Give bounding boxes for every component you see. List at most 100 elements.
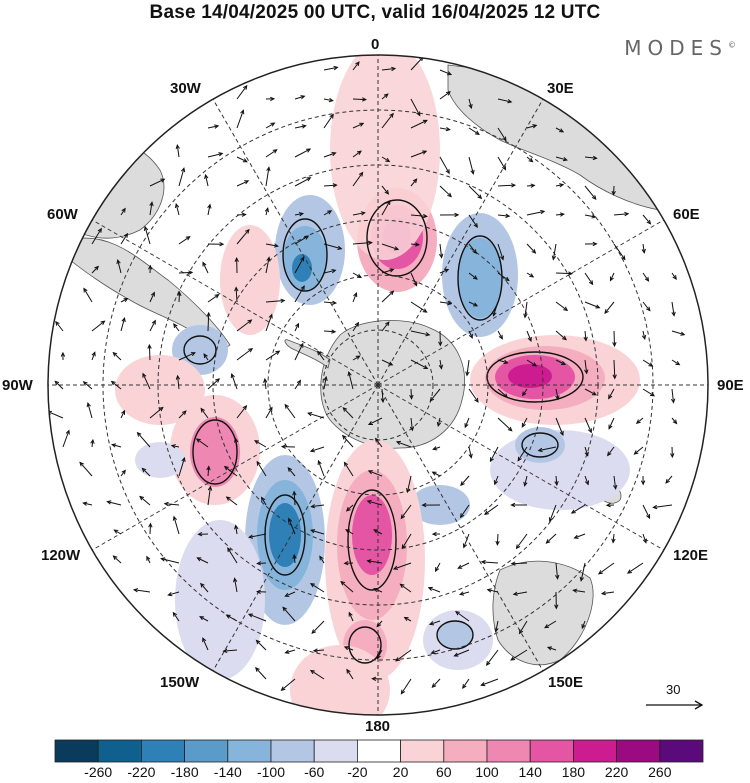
wind-vector [584,301,601,309]
wind-vector [439,91,451,100]
wind-vector [489,446,499,463]
contour [183,335,217,365]
lon-label-90w: 90W [2,377,33,394]
colorbar-ticks: -260 -220 -180 -140 -100 -60 -20 20 60 100 140 180 2… [0,764,750,783]
wind-vector [497,183,517,188]
wind-vector [652,504,673,510]
wind-vector [284,591,296,597]
wind-vector [468,243,477,255]
wind-vector [526,272,535,278]
antarctic-peninsula [284,339,331,369]
wind-vector [307,412,325,419]
colorbar-tick-label: 180 [561,764,586,780]
wind-vector [233,437,239,448]
wind-vector [236,156,248,163]
lon-label-60e: 60E [673,206,700,223]
wind-vector [82,501,93,506]
meridian-line [91,384,379,551]
wind-vector [309,669,325,680]
wind-vector [79,461,93,477]
graticule [48,55,708,715]
wind-vector [480,678,499,687]
wind-vector [480,559,499,565]
wind-vector [287,467,296,477]
wind-vector [202,261,209,274]
wind-vector [163,501,180,507]
wind-vector [523,475,528,487]
wind-vector [526,359,538,367]
wind-vector [116,258,122,274]
wind-vector [555,183,565,188]
wind-vector [410,330,431,337]
wind-vector [91,351,96,361]
wind-vector [200,582,209,593]
wind-vector [605,502,615,508]
wind-vector [436,417,442,428]
wind-vector [141,467,151,477]
wind-vector [312,648,325,653]
wind-vector [421,502,441,508]
wind-vector [439,300,453,306]
wind-vector [120,298,129,303]
wind-vector [526,209,546,216]
wind-vector [600,591,615,596]
wind-vector [572,588,586,593]
wind-vector [410,98,421,117]
wind-vector [234,524,239,535]
wind-vector [139,495,151,506]
reference-arrow-icon [646,700,704,710]
wind-vector [288,517,296,535]
wind-vector [294,342,304,361]
meridian-line [212,98,379,386]
latitude-circle [267,274,489,496]
wind-vector [548,504,557,523]
wind-vector [280,678,296,691]
wind-vector [199,616,209,622]
wind-vector [468,214,478,229]
wind-vector [597,562,615,575]
wind-vector [434,562,441,573]
wind-vector [236,228,250,245]
colorbar-swatch [141,739,186,763]
wind-vector [167,591,180,597]
wind-vector [607,446,615,457]
meridian-line [377,384,544,672]
anomaly-negative-30w-center [292,254,312,282]
wind-vector [317,459,325,477]
wind-vector [195,438,209,448]
map-title: Base 14/04/2025 00 UTC, valid 16/04/2025… [149,2,601,23]
wind-vector [207,485,213,506]
wind-vector [497,330,503,340]
wind-vector [343,461,354,477]
wind-vector [341,434,354,448]
wind-vector [555,271,574,276]
lon-label-60w: 60W [47,206,78,223]
meridian-line [377,98,544,386]
wind-vector [584,475,590,486]
wind-vector [146,555,151,564]
antarctica [320,319,466,449]
wind-vector [400,504,412,520]
wind-vector [54,380,64,390]
wind-vector [261,496,267,506]
colorbar-swatch [313,739,358,763]
wind-vector [410,150,428,158]
wind-vector [207,152,224,158]
wind-vector [642,533,647,544]
wind-vector [174,202,180,216]
wind-vector [510,502,528,508]
wind-vector [468,127,480,135]
wind-vector [346,668,354,680]
wind-vector [497,272,510,282]
wind-vector [236,319,253,332]
wind-vector [323,329,337,334]
contour [348,626,382,664]
polar-map [47,54,709,716]
wind-vector [468,446,473,459]
wind-vector [494,620,499,633]
wind-vector [236,180,250,187]
wind-vector [410,242,421,247]
wind-vector [177,291,182,303]
contour [347,489,397,591]
wind-vector [512,591,528,596]
